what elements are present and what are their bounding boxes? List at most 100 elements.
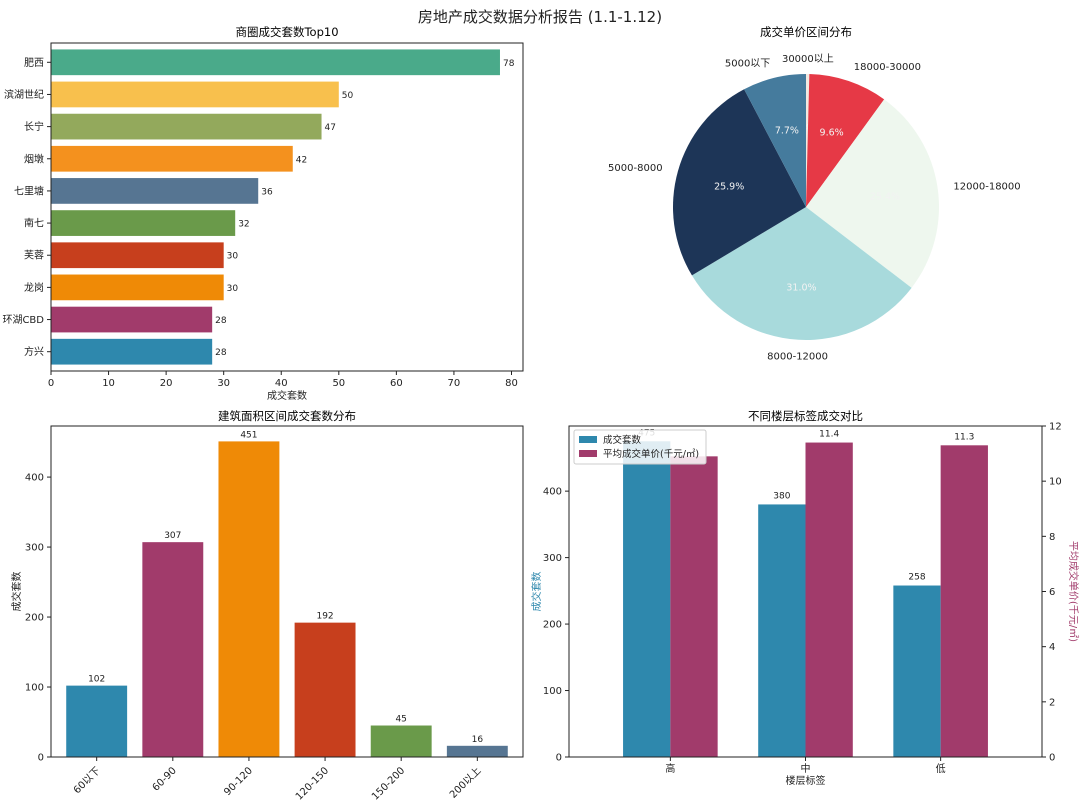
pie-slice-label: 5000-8000: [608, 163, 663, 174]
top10-frame: [50, 42, 524, 372]
top10-category-label: 环湖CBD: [2, 314, 44, 326]
floor-ytick-label: 100: [543, 686, 562, 697]
floor-bar: [893, 585, 941, 757]
top10-category-label: 方兴: [24, 345, 44, 358]
price-pie-chart: 成交单价区间分布 30000以上 0.4% 18000-30000 9.6% 12000-…: [608, 25, 1021, 363]
floor-category-label: 低: [936, 762, 946, 775]
area-title: 建筑面积区间成交套数分布: [218, 409, 356, 423]
floor-ylabel: 成交套数: [530, 572, 543, 612]
area-ytick-label: 400: [25, 473, 44, 484]
area-bar: [66, 685, 128, 757]
pie-slice-label: 18000-30000: [854, 62, 921, 73]
area-bar: [294, 622, 356, 757]
top10-value-label: 36: [261, 187, 273, 197]
area-ytick-label: 0: [38, 753, 44, 764]
legend-label: 成交套数: [603, 434, 642, 446]
floor-value-label: 11.3: [954, 432, 974, 442]
pie-slice: [806, 99, 940, 288]
legend-swatch: [579, 436, 597, 443]
floor-frame: [568, 425, 1043, 758]
floor-ytick-right-label: 12: [1049, 422, 1062, 433]
area-bar: [218, 441, 280, 757]
pie-percent-label: 0.4%: [795, 123, 819, 134]
area-frame: [50, 425, 524, 758]
top10-bar: [51, 81, 339, 108]
floor-value-label: 11.4: [819, 430, 839, 440]
top10-category-label: 滨湖世纪: [4, 88, 44, 101]
top10-bar: [51, 49, 500, 76]
area-category-label: 120-150: [294, 765, 331, 802]
floor-title: 不同楼层标签成交对比: [748, 409, 863, 423]
floor-chart: 不同楼层标签成交对比475高38011.4中25811.3低0100200300…: [530, 409, 1080, 787]
area-value-label: 451: [240, 430, 257, 440]
floor-ytick-right-label: 0: [1049, 753, 1055, 764]
area-ytick-label: 300: [25, 543, 44, 554]
floor-ytick-right-label: 4: [1049, 642, 1055, 653]
top10-value-label: 28: [215, 348, 227, 358]
area-value-label: 16: [472, 735, 484, 745]
floor-ytick-right-label: 8: [1049, 532, 1055, 543]
top10-value-label: 78: [503, 59, 515, 69]
top10-chart: 商圈成交套数Top10 78 肥西 50 滨湖世纪 47 长宁 42 烟墩 36 七里塘 32 南七 30…: [2, 25, 524, 402]
floor-category-label: 高: [665, 762, 675, 775]
area-value-label: 307: [164, 531, 181, 541]
floor-bar: [940, 445, 988, 757]
floor-ylabel-right: 平均成交单价(千元/㎡): [1067, 541, 1080, 642]
area-category-label: 60-90: [151, 765, 179, 793]
area-ylabel: 成交套数: [10, 572, 23, 612]
top10-value-label: 30: [227, 284, 239, 294]
pie-slice-label: 5000以下: [725, 58, 770, 69]
top10-xtick-label: 0: [48, 378, 54, 389]
floor-ytick-label: 400: [543, 487, 562, 498]
top10-xtick-label: 50: [332, 378, 345, 389]
floor-bar: [758, 504, 806, 757]
top10-xlabel: 成交套数: [267, 389, 307, 402]
top10-value-label: 47: [325, 123, 336, 133]
top10-category-label: 七里塘: [14, 184, 44, 197]
top10-category-label: 南七: [24, 217, 44, 230]
top10-xtick-label: 80: [505, 378, 518, 389]
top10-xtick-label: 30: [217, 378, 230, 389]
floor-category-label: 中: [801, 762, 811, 775]
top10-bar: [51, 306, 213, 333]
pie-title: 成交单价区间分布: [760, 25, 852, 39]
floor-xlabel: 楼层标签: [786, 774, 826, 787]
area-category-label: 90-120: [222, 765, 255, 798]
floor-bar: [805, 442, 853, 757]
area-bar: [370, 725, 432, 757]
floor-ytick-label: 300: [543, 553, 562, 564]
page-title: 房地产成交数据分析报告 (1.1-1.12): [417, 8, 663, 26]
top10-category-label: 长宁: [24, 120, 44, 133]
top10-xtick-label: 40: [275, 378, 288, 389]
floor-value-label: 380: [773, 491, 790, 501]
top10-title: 商圈成交套数Top10: [235, 25, 338, 39]
top10-xtick-label: 10: [102, 378, 115, 389]
top10-category-label: 芙蓉: [24, 249, 44, 262]
area-value-label: 45: [395, 715, 406, 725]
area-bar: [446, 745, 508, 757]
legend-label: 平均成交单价(千元/㎡): [603, 448, 699, 460]
pie-slice: [806, 74, 810, 207]
floor-bar: [670, 456, 718, 757]
pie-slice-label: 30000以上: [782, 53, 834, 65]
top10-xtick-label: 70: [448, 378, 461, 389]
pie-slice: [691, 207, 912, 340]
floor-bar: [623, 441, 671, 757]
pie-slice: [744, 74, 806, 207]
top10-bar: [51, 210, 236, 236]
top10-value-label: 28: [215, 316, 227, 326]
top10-xtick-label: 60: [390, 378, 403, 389]
floor-ytick-right-label: 10: [1049, 477, 1062, 488]
pie-percent-label: 25.4%: [870, 192, 900, 203]
top10-bar: [51, 145, 293, 172]
legend-box: [573, 429, 707, 465]
top10-category-label: 烟墩: [24, 152, 44, 165]
area-category-label: 60以下: [72, 765, 103, 796]
pie-percent-label: 7.7%: [775, 126, 799, 137]
top10-xtick-label: 20: [160, 378, 173, 389]
top10-value-label: 50: [342, 91, 354, 101]
pie-percent-label: 9.6%: [820, 127, 844, 138]
pie-percent-label: 25.9%: [714, 181, 744, 192]
top10-bar: [51, 113, 322, 140]
